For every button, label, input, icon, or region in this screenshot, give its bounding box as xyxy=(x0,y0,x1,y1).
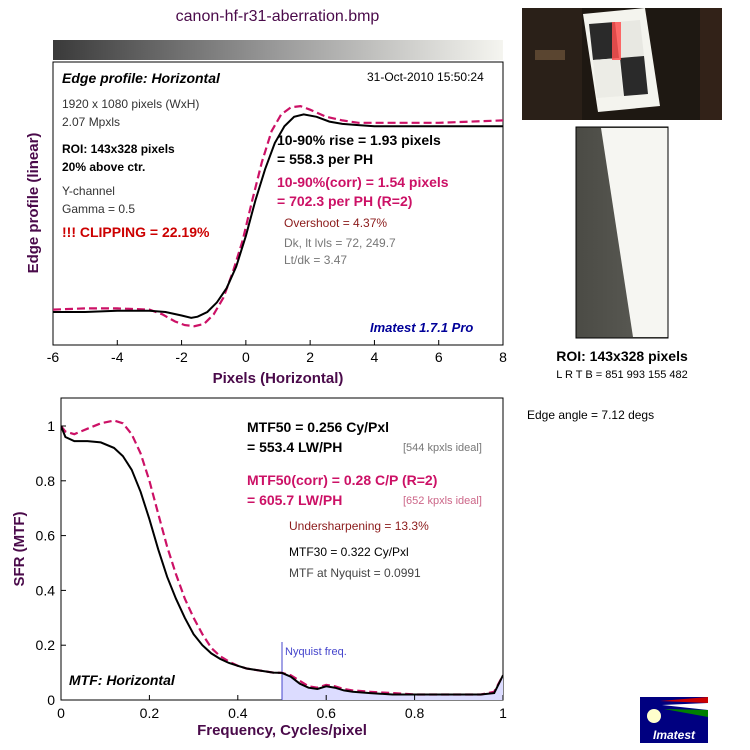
mtf-ytick-label: 0.4 xyxy=(36,582,56,598)
brand-label: Imatest 1.7.1 Pro xyxy=(370,320,474,335)
gamma: Gamma = 0.5 xyxy=(62,202,136,216)
image-size: 1920 x 1080 pixels (WxH) xyxy=(62,97,200,111)
mtf-ytick-label: 0.2 xyxy=(36,637,56,653)
mtf-ytick-label: 0.6 xyxy=(36,528,56,544)
roi-panel-title: ROI: 143x328 pixels xyxy=(556,348,688,364)
edge-timestamp: 31-Oct-2010 15:50:24 xyxy=(367,70,484,84)
edge-xtick-label: -4 xyxy=(111,349,124,365)
mtf50-lwph: = 553.4 LW/PH xyxy=(247,439,343,455)
edge-xtick-label: 2 xyxy=(306,349,314,365)
edge-xtick-label: 0 xyxy=(242,349,250,365)
mtf-xtick-label: 1 xyxy=(499,705,507,721)
mtf-xtick-label: 0.6 xyxy=(316,705,336,721)
rise-text: 10-90% rise = 1.93 pixels xyxy=(277,132,441,148)
overshoot: Overshoot = 4.37% xyxy=(284,216,388,230)
scene-thumbnail xyxy=(522,8,722,120)
tone-bar xyxy=(53,40,503,60)
imatest-logo: Imatest xyxy=(640,697,708,743)
mtf-ytick-label: 0 xyxy=(47,692,55,708)
mtf-heading: MTF: Horizontal xyxy=(69,672,175,688)
edge-measured-line xyxy=(53,113,503,319)
rise-per-ph: = 558.3 per PH xyxy=(277,151,374,167)
mtf-xlabel: Frequency, Cycles/pixel xyxy=(197,722,367,739)
edge-corrected-line xyxy=(53,104,503,328)
edge-heading: Edge profile: Horizontal xyxy=(62,70,220,86)
edge-xtick-label: -2 xyxy=(175,349,188,365)
rise-corr-per-ph: = 702.3 per PH (R=2) xyxy=(277,193,413,209)
nyquist-region xyxy=(282,672,503,700)
roi-info: ROI: 143x328 pixels xyxy=(62,142,175,156)
mtf-ytick-label: 1 xyxy=(47,418,55,434)
light-dark-ratio: Lt/dk = 3.47 xyxy=(284,253,348,267)
megapixels: 2.07 Mpxls xyxy=(62,115,121,129)
roi-lrtb: L R T B = 851 993 155 482 xyxy=(556,369,688,381)
dark-light-levels: Dk, lt lvls = 72, 249.7 xyxy=(284,236,396,250)
channel: Y-channel xyxy=(62,184,115,198)
chart-title: canon-hf-r31-aberration.bmp xyxy=(175,8,380,25)
mtf-xtick-label: 0.8 xyxy=(405,705,425,721)
ideal-kpxls-corr: [652 kpxls ideal] xyxy=(403,495,482,507)
roi-location: 20% above ctr. xyxy=(62,160,146,174)
nyquist-label: Nyquist freq. xyxy=(285,646,347,658)
mtf50-corr: MTF50(corr) = 0.28 C/P (R=2) xyxy=(247,472,438,488)
mtf-plot-ticks: 0 0.2 0.4 0.6 0.8 1 0 0.2 0.4 0.6 0.8 1 xyxy=(36,418,508,721)
logo-text: Imatest xyxy=(653,728,696,742)
edge-plot-frame xyxy=(52,61,504,346)
mtf-ylabel: SFR (MTF) xyxy=(11,512,28,587)
mtf30: MTF30 = 0.322 Cy/Pxl xyxy=(289,545,409,559)
mtf-ytick-label: 0.8 xyxy=(36,473,56,489)
edge-xtick-label: 4 xyxy=(371,349,379,365)
undersharpening: Undersharpening = 13.3% xyxy=(289,519,429,533)
mtf50: MTF50 = 0.256 Cy/Pxl xyxy=(247,419,390,435)
edge-ylabel: Edge profile (linear) xyxy=(25,133,42,274)
clipping-warning: !!! CLIPPING = 22.19% xyxy=(62,224,210,240)
rise-corr-text: 10-90%(corr) = 1.54 pixels xyxy=(277,174,449,190)
mtf-measured-line xyxy=(61,425,503,696)
roi-crop-image xyxy=(575,126,669,339)
edge-xtick-label: -6 xyxy=(47,349,60,365)
mtf50-corr-lwph: = 605.7 LW/PH xyxy=(247,492,343,508)
mtf-xtick-label: 0.2 xyxy=(140,705,160,721)
ideal-kpxls: [544 kpxls ideal] xyxy=(403,442,482,454)
edge-xtick-label: 6 xyxy=(435,349,443,365)
edge-angle: Edge angle = 7.12 degs xyxy=(527,408,655,422)
edge-plot-ticks: -6 -4 -2 0 2 4 6 8 xyxy=(47,340,507,365)
edge-xlabel: Pixels (Horizontal) xyxy=(213,370,344,387)
mtf-at-nyquist: MTF at Nyquist = 0.0991 xyxy=(289,566,421,580)
edge-xtick-label: 8 xyxy=(499,349,507,365)
mtf-xtick-label: 0.4 xyxy=(228,705,248,721)
mtf-xtick-label: 0 xyxy=(57,705,65,721)
